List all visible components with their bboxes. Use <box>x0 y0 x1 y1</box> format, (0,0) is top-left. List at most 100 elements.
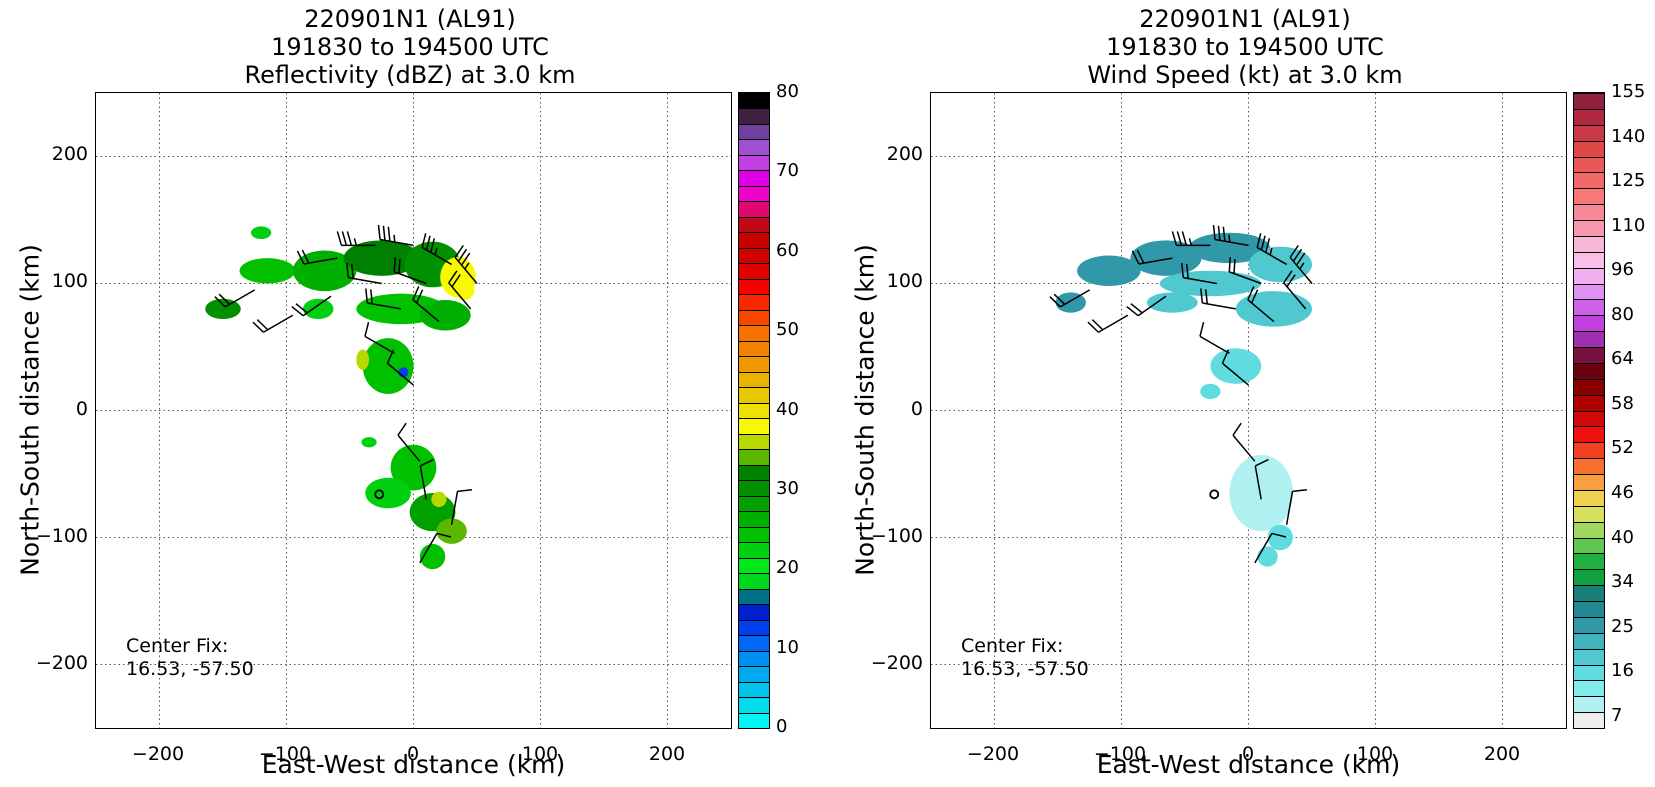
wind-barb-feather <box>1131 250 1140 265</box>
wind-barb-shaft <box>448 282 472 310</box>
colorbar-segment <box>739 511 769 527</box>
center-fix-label: Center Fix: <box>126 635 229 657</box>
colorbar-segment <box>739 526 769 543</box>
wind-barb-shaft <box>263 314 294 333</box>
colorbar-segment <box>739 712 769 728</box>
wind-barb-feather <box>346 231 353 246</box>
echo-cell <box>1130 240 1202 276</box>
colorbar-segment <box>1574 108 1604 125</box>
wind-barb-feather <box>1283 270 1293 284</box>
wind-barb-shaft <box>379 238 414 247</box>
wind-barb-feather <box>393 257 397 272</box>
y-axis-label: North-South distance (km) <box>15 244 45 576</box>
wind-barb-shaft <box>450 491 459 525</box>
colorbar-tick-label: 20 <box>776 557 799 579</box>
wind-barb-feather <box>1265 238 1271 253</box>
wind-barb-feather <box>218 293 231 305</box>
y-tick-label: 200 <box>886 143 923 165</box>
y-axis-label: North-South distance (km) <box>850 244 880 576</box>
colorbar-segment <box>739 247 769 264</box>
echo-cell <box>1146 292 1198 313</box>
wind-barb-feather <box>1247 286 1255 301</box>
wind-barb-shaft <box>1254 465 1262 500</box>
wind-barb-feather <box>382 225 386 241</box>
wind-barb-shaft <box>1285 491 1294 525</box>
wind-barb-shaft <box>224 289 256 308</box>
colorbar-segment <box>739 170 769 186</box>
wind-barb-feather <box>1171 231 1178 246</box>
colorbar-segment <box>1574 124 1604 141</box>
center-fix-value: 16.53, -57.50 <box>961 658 1089 680</box>
echo-cell <box>250 226 272 240</box>
wind-barb-shaft <box>1214 238 1249 247</box>
wind-barb-feather <box>295 303 308 314</box>
colorbar-tick-label: 40 <box>1611 526 1634 548</box>
colorbar-segment <box>739 278 769 295</box>
wind-barb-shaft <box>348 276 382 285</box>
colorbar-segment <box>739 495 769 512</box>
colorbar-tick-label: 34 <box>1611 571 1634 593</box>
colorbar-segment <box>1574 362 1604 379</box>
echo-cell <box>362 338 414 394</box>
colorbar-segment <box>739 619 769 636</box>
colorbar-segment <box>739 681 769 698</box>
wind-barb-feather <box>1204 289 1208 304</box>
y-tick-label: −100 <box>870 525 923 547</box>
wind-speed-plot-area: Center Fix: 16.53, -57.50 <box>930 92 1567 729</box>
wind-barb-feather <box>296 250 305 265</box>
colorbar-segment <box>1574 712 1604 728</box>
colorbar-tick-label: 58 <box>1611 392 1634 414</box>
wind-barb-shaft <box>421 246 452 266</box>
y-tick-label: 200 <box>51 143 88 165</box>
colorbar-segment <box>739 666 769 682</box>
colorbar-tick-label: 110 <box>1611 214 1646 236</box>
wind-barb-feather <box>1233 259 1236 274</box>
colorbar-segment <box>739 650 769 667</box>
colorbar-segment <box>739 387 769 403</box>
colorbar-tick-label: 140 <box>1611 125 1646 147</box>
wind-barb-feather <box>1228 234 1231 243</box>
wind-barb-feather <box>291 305 304 317</box>
echo-cell <box>419 543 446 570</box>
echo-cell <box>1077 255 1141 287</box>
wind-barb-shaft <box>1283 282 1307 310</box>
wind-barb-shaft <box>1256 246 1287 266</box>
x-tick-label: −200 <box>966 743 1020 765</box>
colorbar-segment <box>1574 458 1604 474</box>
echo-cell <box>390 444 437 491</box>
colorbar-segment <box>1574 93 1604 109</box>
wind-speed-colorbar <box>1573 92 1605 729</box>
wind-barb-feather <box>1200 288 1204 304</box>
wind-barb-shaft <box>1137 295 1167 317</box>
wind-barb-shaft <box>302 295 332 317</box>
colorbar-segment <box>739 232 769 248</box>
colorbar-segment <box>739 93 769 109</box>
wind-barb-shaft <box>1289 256 1313 284</box>
x-tick-label: 100 <box>521 743 559 765</box>
wind-barb-feather <box>1217 225 1221 241</box>
colorbar-tick-label: 52 <box>1611 437 1634 459</box>
colorbar-tick-label: 10 <box>776 636 799 658</box>
wind-barb-feather <box>1176 231 1183 246</box>
x-tick-label: −200 <box>131 743 185 765</box>
colorbar-segment <box>739 371 769 388</box>
wind-barb-feather <box>369 289 373 304</box>
wind-barb-shaft <box>1247 299 1275 323</box>
center-fix-value: 16.53, -57.50 <box>126 658 254 680</box>
wind-barb-feather <box>1292 248 1303 262</box>
colorbar-segment <box>739 185 769 202</box>
wind-speed-map <box>931 93 1566 728</box>
echo-cell <box>303 298 334 320</box>
wind-barb-feather <box>421 233 427 248</box>
colorbar-tick-label: 64 <box>1611 348 1634 370</box>
wind-barb-feather <box>350 263 354 279</box>
x-tick-label: 0 <box>1241 743 1255 765</box>
x-axis-label: East-West distance (km) <box>261 750 566 779</box>
wind-barb-shaft <box>419 465 427 500</box>
echo-cell <box>1159 270 1262 297</box>
colorbar-segment <box>1574 489 1604 506</box>
colorbar-segment <box>739 480 769 496</box>
chart-title-line-1: 220901N1 (AL91) <box>1139 5 1351 33</box>
echo-cell <box>1188 232 1271 264</box>
colorbar-tick-label: 70 <box>776 160 799 182</box>
